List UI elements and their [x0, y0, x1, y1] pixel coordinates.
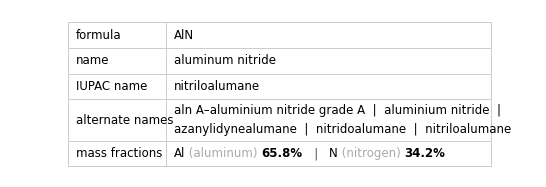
Text: |: | — [303, 147, 329, 160]
Text: azanylidynealumane  |  nitridoalumane  |  nitriloalumane: azanylidynealumane | nitridoalumane | ni… — [174, 123, 511, 136]
Text: (nitrogen): (nitrogen) — [338, 147, 405, 160]
Text: mass fractions: mass fractions — [76, 147, 162, 160]
Text: nitriloalumane: nitriloalumane — [174, 80, 260, 93]
Text: IUPAC name: IUPAC name — [76, 80, 147, 93]
Text: alternate names: alternate names — [76, 114, 174, 127]
Text: aluminum nitride: aluminum nitride — [174, 54, 276, 67]
Text: (aluminum): (aluminum) — [186, 147, 262, 160]
Text: N: N — [329, 147, 338, 160]
Text: 34.2%: 34.2% — [405, 147, 446, 160]
Text: formula: formula — [76, 29, 122, 42]
Text: Al: Al — [174, 147, 186, 160]
Text: name: name — [76, 54, 109, 67]
Text: AlN: AlN — [174, 29, 194, 42]
Text: aln A–aluminium nitride grade A  |  aluminium nitride  |: aln A–aluminium nitride grade A | alumin… — [174, 104, 501, 117]
Text: 65.8%: 65.8% — [262, 147, 303, 160]
